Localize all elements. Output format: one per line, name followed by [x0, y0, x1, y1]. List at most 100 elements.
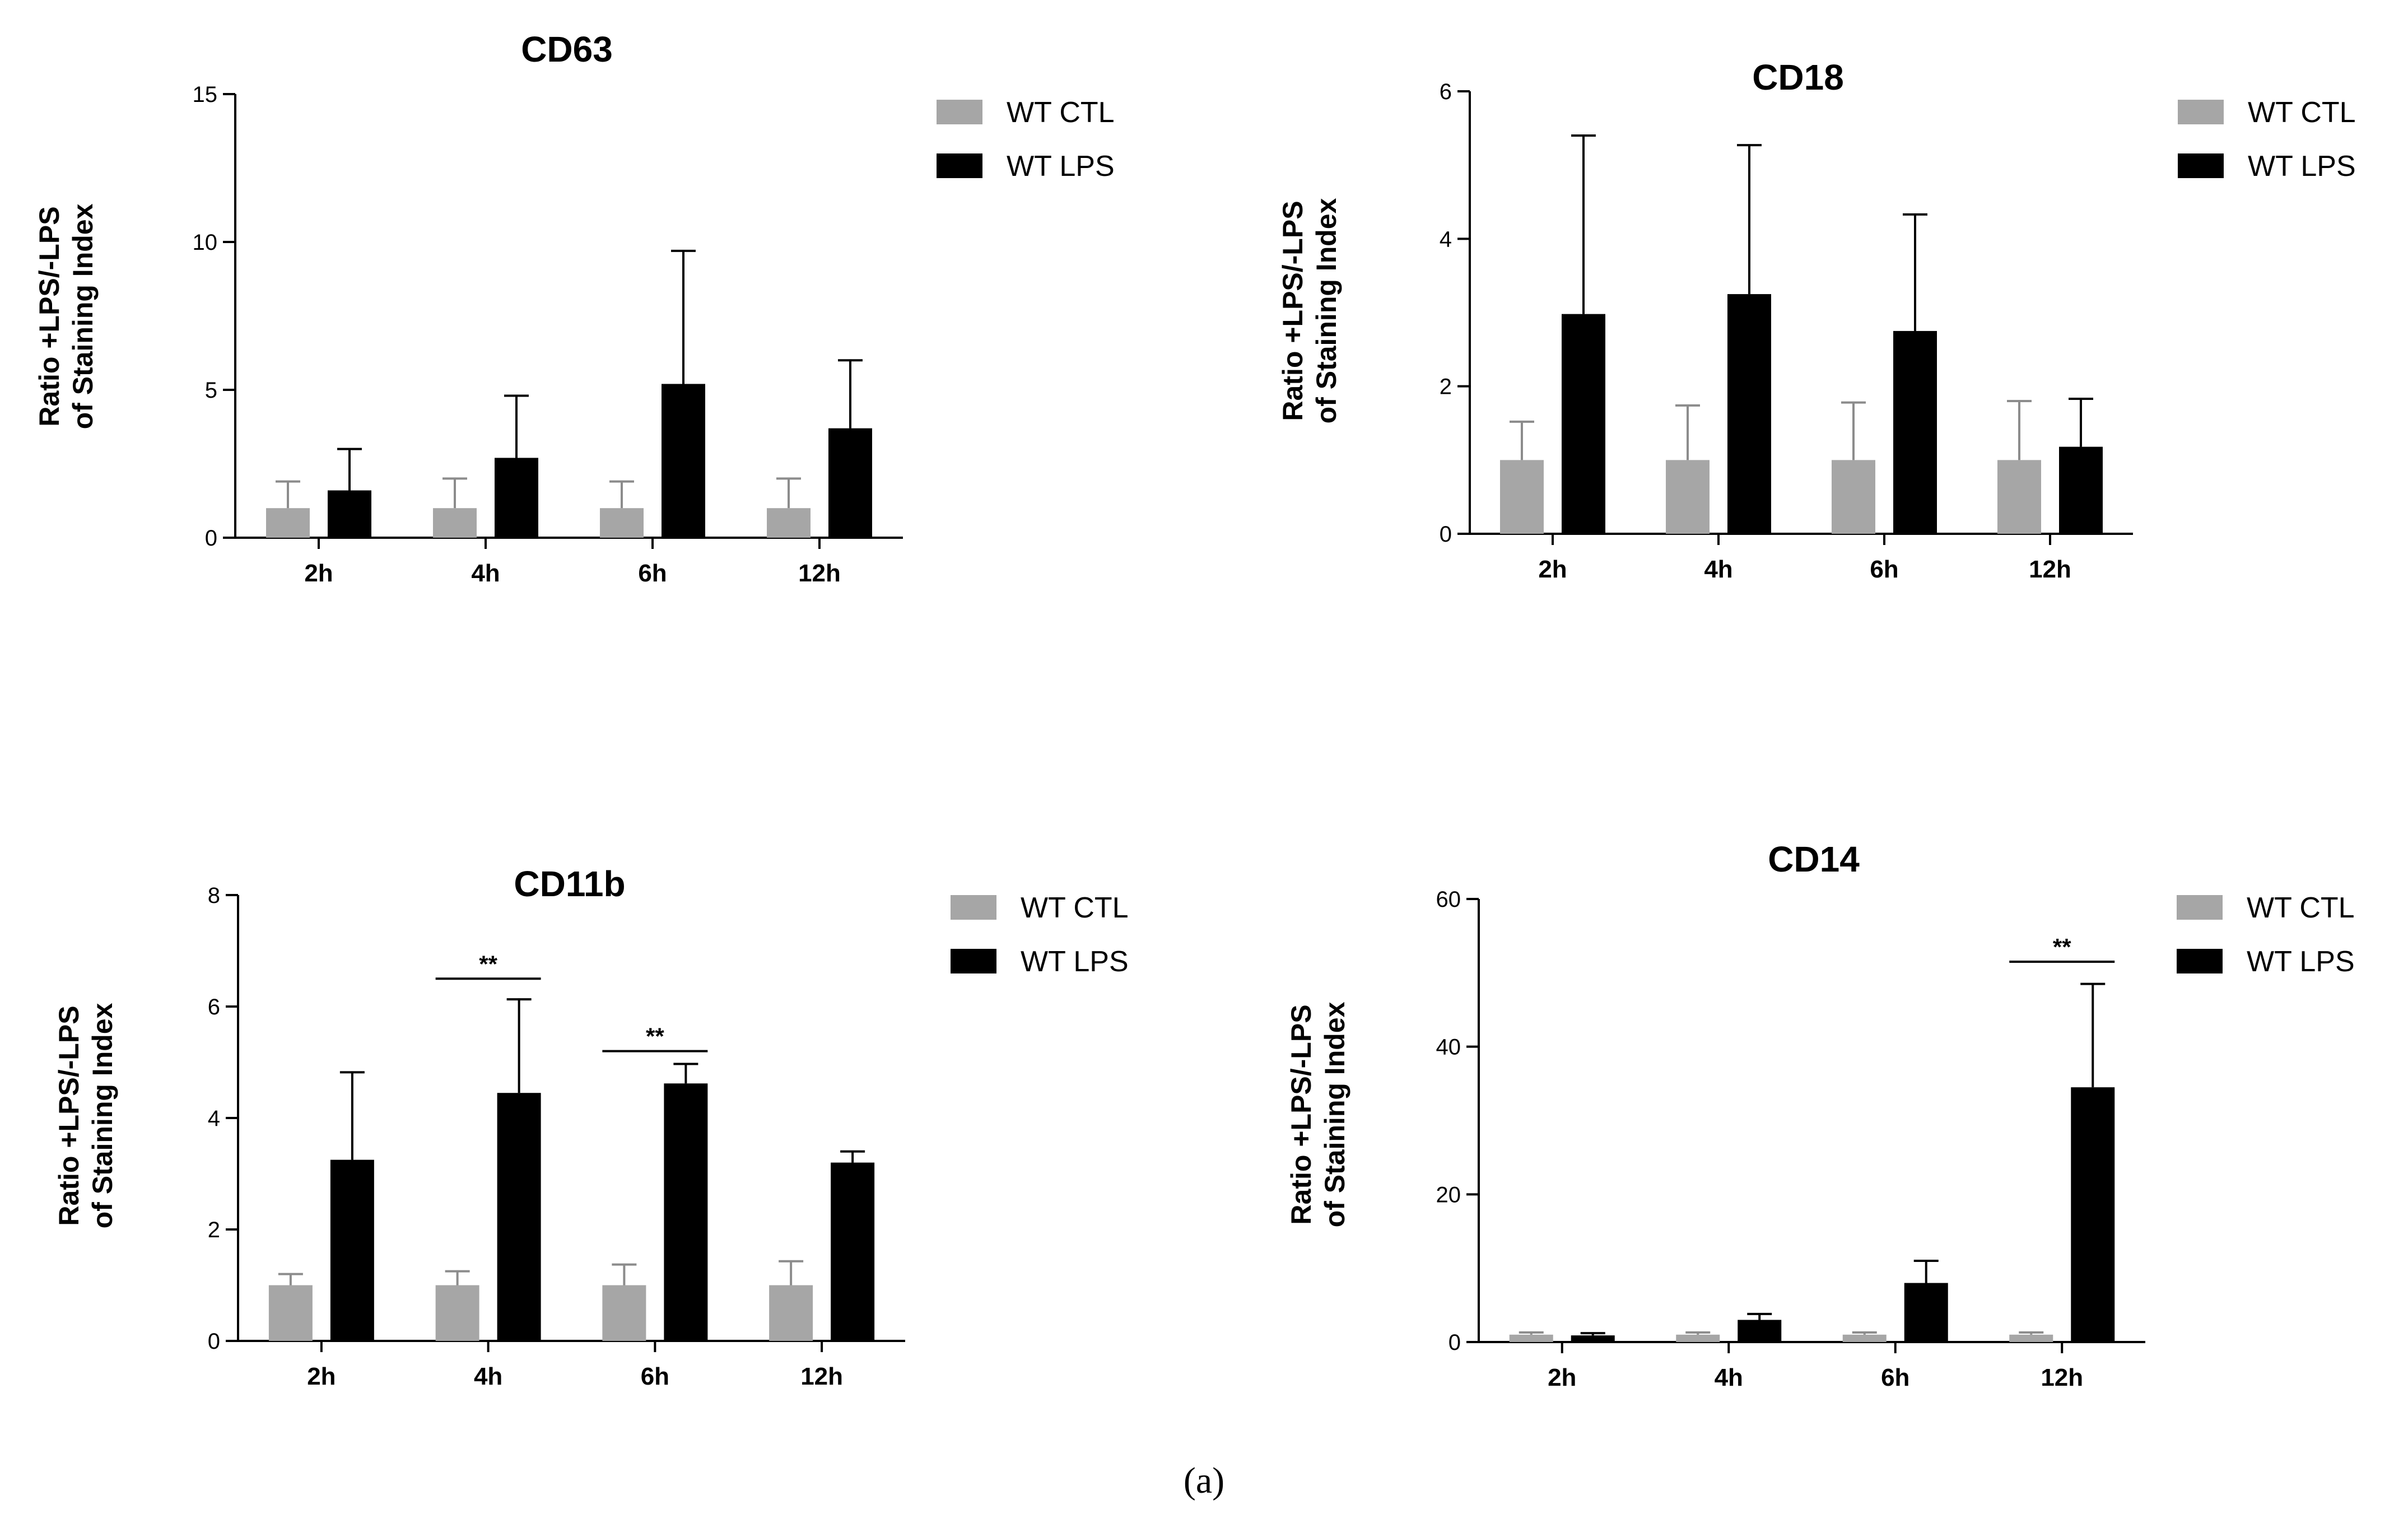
- x-tick-label: 2h: [307, 1363, 336, 1390]
- legend-label: WT LPS: [1021, 945, 1129, 978]
- chart-title: CD14: [1768, 839, 1860, 879]
- legend-swatch: [2177, 895, 2223, 920]
- bar-wt-ctl: [1832, 460, 1875, 534]
- bar-wt-ctl: [435, 1285, 479, 1341]
- bar-wt-ctl: [1666, 460, 1710, 534]
- y-tick-label: 0: [1448, 1330, 1461, 1355]
- bar-wt-lps: [1727, 294, 1771, 534]
- bar-wt-ctl: [266, 508, 310, 538]
- bar-wt-ctl: [433, 508, 477, 538]
- y-tick-label: 0: [208, 1329, 220, 1354]
- x-tick-label: 12h: [798, 560, 841, 587]
- bar-wt-ctl: [1509, 1334, 1553, 1342]
- bar-wt-ctl: [1500, 460, 1544, 534]
- y-tick-label: 8: [208, 883, 220, 908]
- bar-wt-lps: [1571, 1335, 1615, 1342]
- bar-wt-lps: [662, 384, 705, 538]
- chart-title: CD63: [521, 29, 613, 69]
- chart-cd18: CD18 0 2 4 6 Ratio +LPS/-LPSof Staining Index…: [1277, 57, 2356, 583]
- bar-wt-ctl: [769, 1285, 813, 1341]
- bar-wt-lps: [495, 458, 538, 538]
- y-tick-label: 0: [205, 526, 217, 551]
- y-tick-label: 2: [1440, 375, 1452, 399]
- bar-wt-ctl: [767, 508, 811, 538]
- bar-wt-ctl: [268, 1285, 313, 1341]
- y-axis-label-line: of Staining Index: [87, 1003, 118, 1228]
- chart-cd63: CD63 0 5 10 15 Ratio +LPS/-LPSof Staining Ind…: [34, 29, 1115, 587]
- chart-cd11b: CD11b 0 2 4 6 8 Ratio +LPS/-LPSof Staining Ind…: [53, 864, 1129, 1390]
- bar-wt-lps: [1893, 330, 1937, 534]
- chart-title: CD18: [1752, 57, 1844, 97]
- y-tick-label: 40: [1436, 1035, 1461, 1060]
- x-tick-label: 4h: [1715, 1364, 1743, 1391]
- x-tick-label: 2h: [1548, 1364, 1576, 1391]
- bar-wt-lps: [497, 1093, 541, 1341]
- x-tick-label: 12h: [2029, 556, 2071, 583]
- y-axis-label-line: of Staining Index: [67, 203, 99, 429]
- bar-wt-lps: [2059, 446, 2103, 534]
- legend-label: WT CTL: [1007, 96, 1115, 129]
- x-tick-label: 6h: [641, 1363, 669, 1390]
- y-axis-label-line: Ratio +LPS/-LPS: [34, 206, 65, 426]
- y-axis-label: Ratio +LPS/-LPSof Staining Index: [53, 1003, 118, 1228]
- x-tick-label: 12h: [2041, 1364, 2083, 1391]
- bar-wt-lps: [1562, 314, 1605, 534]
- y-tick-label: 20: [1436, 1182, 1461, 1207]
- bar-wt-lps: [328, 490, 371, 538]
- significance-label: **: [646, 1023, 664, 1050]
- legend-swatch: [2178, 100, 2224, 124]
- legend-label: WT CTL: [2247, 892, 2355, 924]
- x-tick-label: 2h: [304, 560, 333, 587]
- x-tick-label: 6h: [1881, 1364, 1909, 1391]
- x-tick-label: 6h: [1870, 556, 1898, 583]
- y-tick-label: 0: [1440, 522, 1452, 547]
- y-tick-label: 2: [208, 1218, 220, 1242]
- x-tick-label: 2h: [1538, 556, 1567, 583]
- legend-label: WT CTL: [2248, 96, 2356, 129]
- bar-wt-lps: [2071, 1087, 2115, 1342]
- x-tick-label: 12h: [800, 1363, 843, 1390]
- y-tick-label: 15: [193, 82, 218, 107]
- legend-label: WT LPS: [1007, 150, 1115, 183]
- x-tick-label: 4h: [474, 1363, 502, 1390]
- bar-wt-ctl: [600, 508, 644, 538]
- bar-wt-lps: [828, 428, 872, 538]
- x-tick-label: 4h: [471, 560, 500, 587]
- y-tick-label: 6: [208, 995, 220, 1019]
- y-tick-label: 6: [1440, 80, 1452, 104]
- y-axis-label: Ratio +LPS/-LPSof Staining Index: [1277, 198, 1342, 423]
- y-axis-label-line: of Staining Index: [1319, 1001, 1350, 1227]
- y-axis-label-line: Ratio +LPS/-LPS: [53, 1005, 85, 1226]
- x-tick-label: 4h: [1704, 556, 1732, 583]
- legend-swatch: [2178, 153, 2224, 178]
- legend-swatch: [951, 895, 996, 920]
- chart-cd14: CD14 0 20 40 60 Ratio +LPS/-LPSof Staining In…: [1285, 839, 2355, 1391]
- legend-swatch: [937, 153, 982, 178]
- significance-label: **: [2053, 934, 2071, 960]
- y-axis-label-line: Ratio +LPS/-LPS: [1277, 201, 1308, 421]
- bar-wt-ctl: [1997, 460, 2041, 534]
- y-tick-label: 4: [208, 1106, 220, 1131]
- y-axis-label-line: Ratio +LPS/-LPS: [1285, 1004, 1317, 1224]
- legend-label: WT LPS: [2247, 945, 2355, 978]
- figure-caption: (a): [1183, 1460, 1225, 1501]
- y-tick-label: 60: [1436, 887, 1461, 912]
- bar-wt-lps: [664, 1083, 708, 1341]
- bar-wt-lps: [831, 1162, 875, 1341]
- bar-wt-ctl: [602, 1285, 646, 1341]
- bar-wt-ctl: [2009, 1334, 2053, 1342]
- legend-swatch: [951, 949, 996, 973]
- legend-label: WT LPS: [2248, 150, 2356, 183]
- y-axis-label: Ratio +LPS/-LPSof Staining Index: [1285, 1001, 1350, 1227]
- legend-label: WT CTL: [1021, 892, 1129, 924]
- y-tick-label: 4: [1440, 227, 1452, 251]
- significance-label: **: [479, 951, 497, 977]
- y-tick-label: 10: [193, 230, 218, 255]
- bar-wt-ctl: [1676, 1334, 1720, 1342]
- y-axis-label: Ratio +LPS/-LPSof Staining Index: [34, 203, 99, 429]
- bar-wt-lps: [1738, 1320, 1782, 1342]
- bar-wt-ctl: [1842, 1334, 1887, 1342]
- legend-swatch: [937, 100, 982, 124]
- bar-wt-lps: [1904, 1283, 1948, 1342]
